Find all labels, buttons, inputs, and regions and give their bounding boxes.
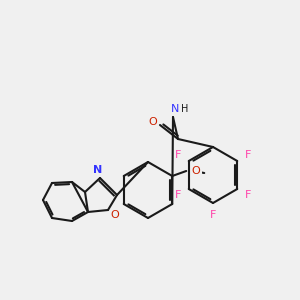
Text: F: F	[175, 150, 182, 160]
Text: O: O	[111, 210, 119, 220]
Text: O: O	[192, 166, 201, 176]
Text: H: H	[181, 104, 189, 114]
Text: N: N	[171, 104, 179, 114]
Text: F: F	[244, 190, 251, 200]
Text: F: F	[244, 150, 251, 160]
Text: O: O	[148, 117, 158, 127]
Text: F: F	[175, 190, 182, 200]
Text: N: N	[93, 165, 103, 175]
Text: F: F	[210, 210, 216, 220]
